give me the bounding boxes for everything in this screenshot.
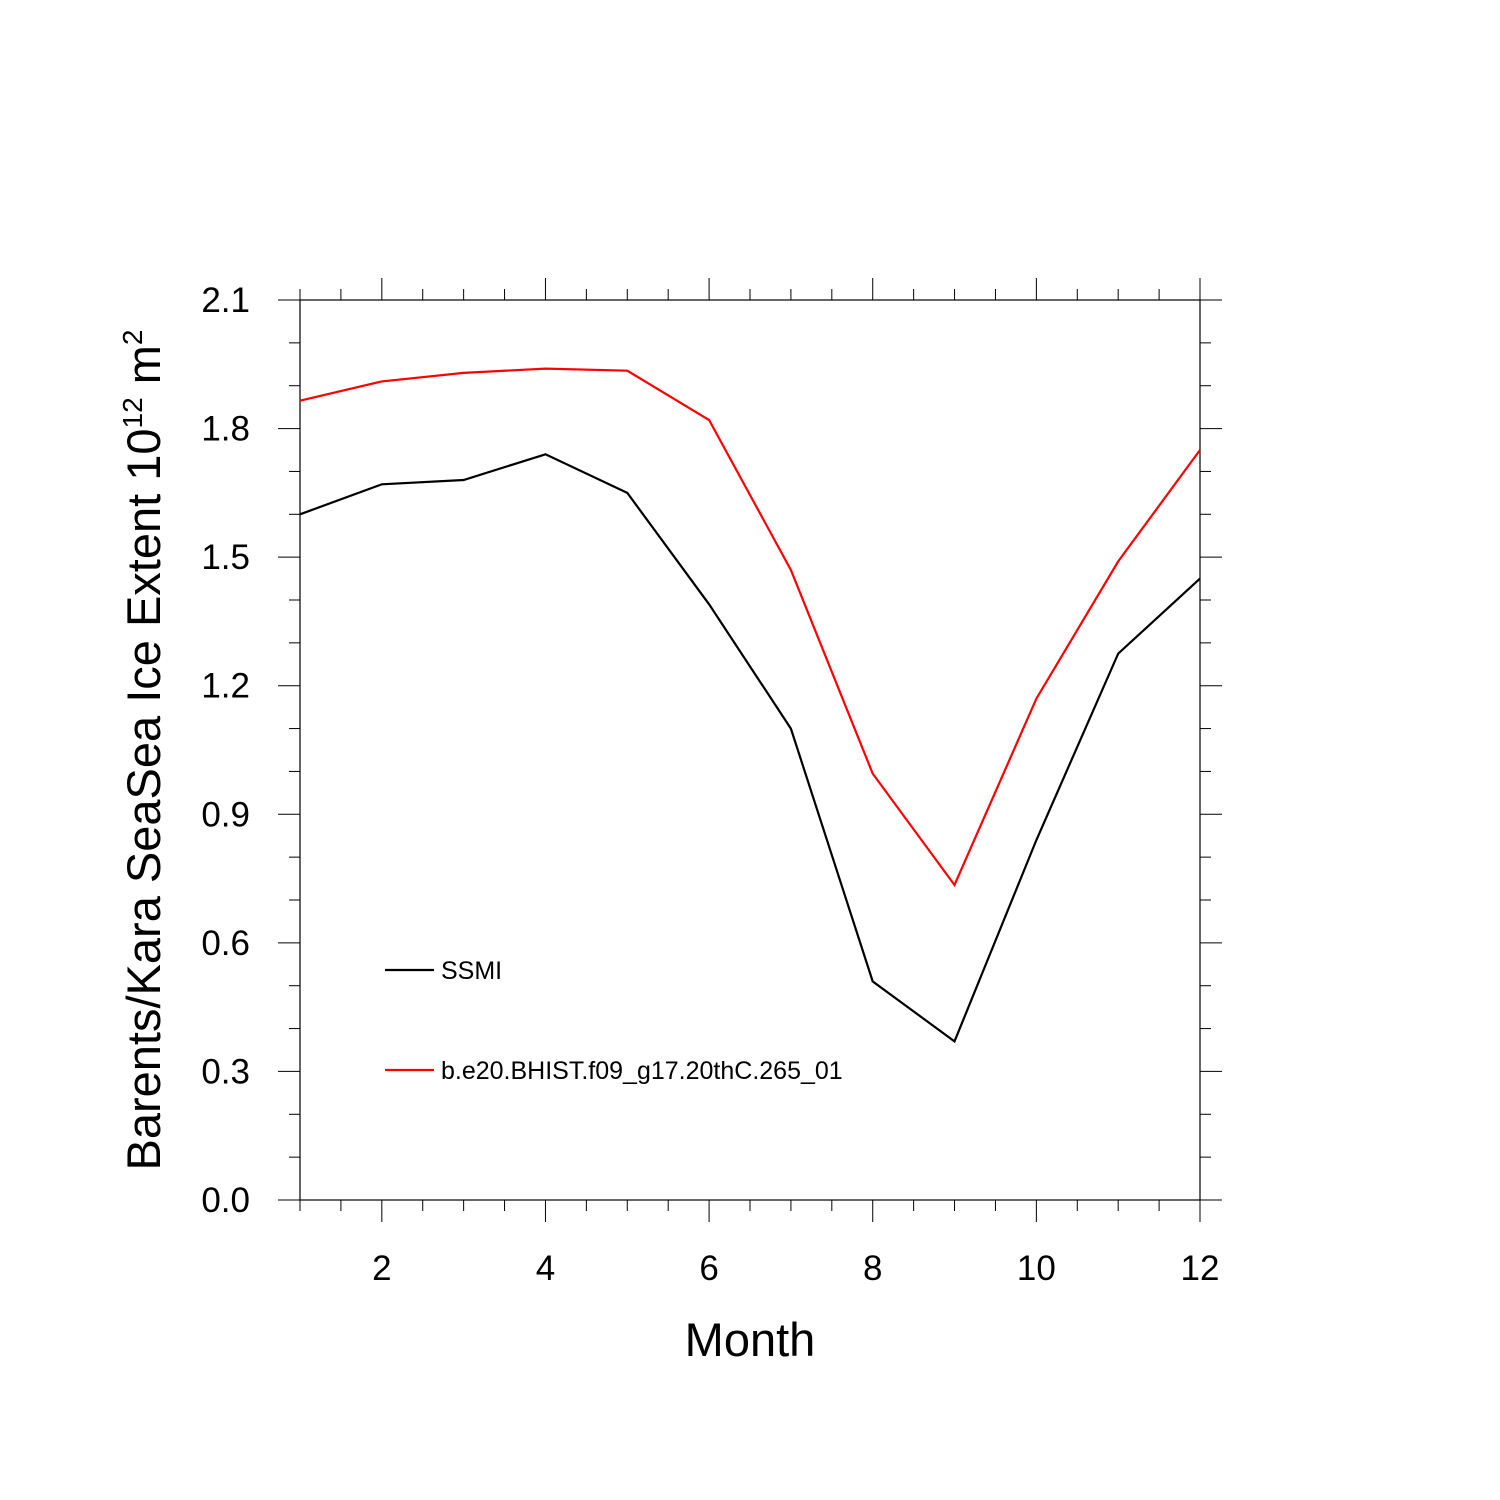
x-tick-label: 8: [863, 1249, 882, 1288]
legend-label-2: b.e20.BHIST.f09_g17.20thC.265_01: [441, 1057, 843, 1085]
series-line-2: [299, 367, 1201, 888]
series-lines: [299, 367, 1201, 1044]
legend: SSMI b.e20.BHIST.f09_g17.20thC.265_01: [385, 957, 843, 1085]
y-tick-label: 0.3: [201, 1052, 250, 1091]
x-tick-label: 2: [372, 1249, 391, 1288]
y-axis-title-base: Barents/Kara SeaSea Ice Extent 10: [117, 428, 170, 1170]
legend-label-1: SSMI: [441, 957, 502, 985]
y-tick-label: 0.0: [201, 1181, 250, 1220]
x-tick-label: 12: [1181, 1249, 1220, 1288]
axis-ticks: [278, 278, 1222, 1222]
y-axis-title-unit: m: [117, 345, 170, 397]
x-axis-title: Month: [685, 1313, 816, 1366]
y-tick-label: 1.5: [201, 538, 250, 577]
x-tick-label: 4: [536, 1249, 555, 1288]
y-tick-label: 1.2: [201, 667, 250, 706]
x-tick-label: 10: [1017, 1249, 1056, 1288]
axis-tick-labels: 2 4 6 8 10 12 0.0 0.3 0.6 0.9 1.2 1.5 1.8 2.1: [201, 281, 1219, 1288]
x-tick-label: 6: [699, 1249, 718, 1288]
y-tick-label: 2.1: [201, 281, 250, 320]
series-line-1: [299, 453, 1201, 1044]
y-axis-title-unit-exponent: 2: [117, 330, 148, 346]
y-tick-label: 0.6: [201, 924, 250, 963]
y-tick-label: 0.9: [201, 795, 250, 834]
y-axis-title-exponent: 12: [117, 397, 148, 428]
y-axis-title: Barents/Kara SeaSea Ice Extent 1012 m2: [117, 330, 170, 1171]
y-tick-label: 1.8: [201, 410, 250, 449]
